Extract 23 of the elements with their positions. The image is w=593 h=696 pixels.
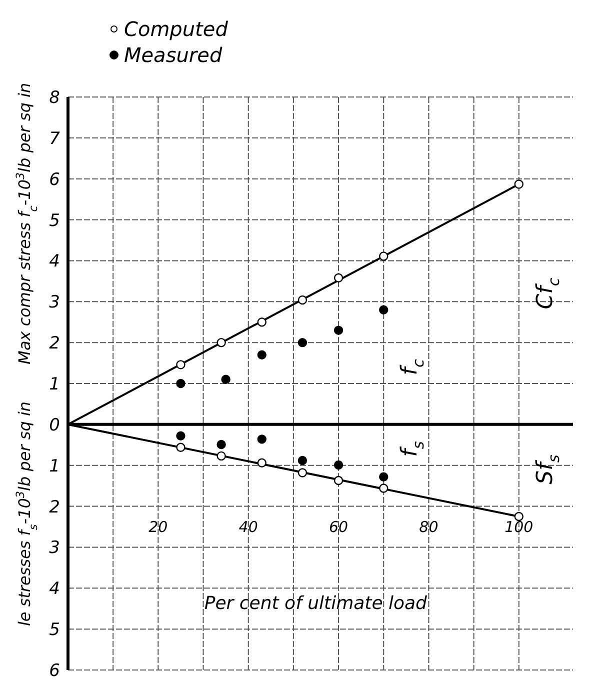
x-tick-label: 40 — [238, 518, 258, 536]
y-tick-label: 4 — [49, 252, 60, 272]
x-tick-label: 20 — [148, 518, 168, 536]
y-tick-label: 6 — [49, 170, 60, 190]
x-tick-label: 100 — [504, 518, 534, 536]
x-tick-label: 80 — [419, 518, 438, 536]
y-tick-label: 0 — [49, 415, 60, 436]
y-tick-label: 1 — [49, 374, 60, 395]
y-tick-label: 5 — [49, 210, 60, 231]
x-axis-title: Per cent of ultimate load — [204, 593, 428, 614]
y-tick-label: 3 — [49, 292, 60, 313]
legend-label: Measured — [124, 42, 222, 68]
y-tick-label: 1 — [49, 456, 60, 476]
y-tick-label: 5 — [49, 620, 60, 640]
y-tick-label: 6 — [49, 661, 60, 682]
y-tick-label: 2 — [49, 497, 60, 518]
y-tick-label: 4 — [49, 579, 60, 600]
y-tick-label: 2 — [49, 334, 60, 354]
y-tick-label: 8 — [49, 88, 60, 108]
y-tick-label: 7 — [49, 128, 60, 149]
y-tick-label: 3 — [49, 538, 60, 558]
legend-label: Computed — [124, 16, 228, 42]
x-tick-label: 60 — [328, 518, 348, 536]
